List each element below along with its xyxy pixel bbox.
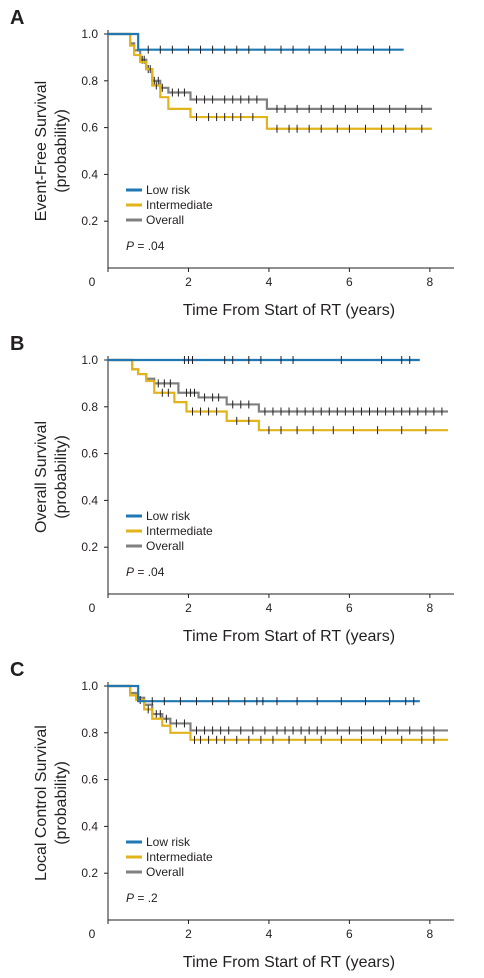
- p-value-symbol: P: [126, 565, 134, 579]
- x-tick-label: 8: [427, 601, 434, 615]
- panel-label: C: [10, 659, 24, 681]
- y-tick-label: 0.2: [81, 214, 98, 228]
- p-value: P = .04: [126, 565, 165, 579]
- x-tick-label: 4: [266, 275, 273, 289]
- x-tick-label: 6: [346, 927, 353, 941]
- panel-a: A 0.2 0.4 0.6 0.8 1.0 0 2 4 6 8 Time From Start of …: [10, 7, 454, 319]
- legend-label: Intermediate: [146, 198, 213, 212]
- p-value: P = .2: [126, 891, 158, 905]
- series-line-overall: [108, 32, 432, 110]
- p-value-symbol: P: [126, 239, 134, 253]
- series-line-intermediate: [108, 358, 448, 432]
- y-tick-label: 0.8: [81, 726, 98, 740]
- y-axis-title: Event-Free Survival: [33, 81, 50, 222]
- panel-c: C 0.2 0.4 0.6 0.8 1.0 0 2 4 6 8 Time From Start of …: [10, 659, 454, 971]
- x-tick-label: 8: [427, 275, 434, 289]
- x-axis-title: Time From Start of RT (years): [183, 628, 395, 645]
- y-tick-label: 1.0: [81, 679, 98, 693]
- y-tick-label: 0.6: [81, 447, 98, 461]
- y-tick-label: 0.4: [81, 167, 98, 181]
- series-line-intermediate: [108, 684, 448, 741]
- legend-label: Low risk: [146, 835, 191, 849]
- y-tick-label: 0.2: [81, 866, 98, 880]
- y-tick-label: 0.8: [81, 74, 98, 88]
- y-axis-subtitle: (probability): [53, 435, 70, 519]
- y-axis-subtitle: (probability): [53, 761, 70, 845]
- x-tick-label: 0: [89, 927, 96, 941]
- x-tick-label: 0: [89, 275, 96, 289]
- legend-label: Overall: [146, 865, 184, 879]
- x-tick-label: 6: [346, 275, 353, 289]
- legend-label: Low risk: [146, 509, 191, 523]
- x-axis-title: Time From Start of RT (years): [183, 954, 395, 971]
- panel-label: A: [10, 7, 24, 29]
- p-value-symbol: P: [126, 891, 134, 905]
- p-value-text: = .04: [134, 239, 165, 253]
- x-tick-label: 2: [185, 927, 192, 941]
- y-tick-label: 0.4: [81, 493, 98, 507]
- y-tick-label: 1.0: [81, 353, 98, 367]
- y-tick-label: 0.4: [81, 819, 98, 833]
- x-tick-label: 4: [266, 601, 273, 615]
- y-tick-label: 0.8: [81, 400, 98, 414]
- x-tick-label: 2: [185, 601, 192, 615]
- p-value-text: = .2: [134, 891, 158, 905]
- x-tick-label: 8: [427, 927, 434, 941]
- y-tick-label: 1.0: [81, 27, 98, 41]
- series-line-overall: [108, 358, 448, 413]
- y-axis-title: Local Control Survival: [33, 725, 50, 881]
- y-axis-title: Overall Survival: [33, 421, 50, 533]
- series-line-low-risk: [108, 684, 420, 703]
- panel-label: B: [10, 333, 24, 355]
- series-line-low-risk: [108, 32, 404, 51]
- p-value: P = .04: [126, 239, 165, 253]
- series-line-overall: [108, 684, 448, 732]
- y-tick-label: 0.6: [81, 773, 98, 787]
- x-axis-title: Time From Start of RT (years): [183, 302, 395, 319]
- p-value-text: = .04: [134, 565, 165, 579]
- legend-label: Intermediate: [146, 850, 213, 864]
- y-tick-label: 0.6: [81, 121, 98, 135]
- legend-label: Overall: [146, 213, 184, 227]
- y-axis-subtitle: (probability): [53, 109, 70, 193]
- x-tick-label: 6: [346, 601, 353, 615]
- x-tick-label: 0: [89, 601, 96, 615]
- series-line-intermediate: [108, 32, 432, 130]
- panel-b: B 0.2 0.4 0.6 0.8 1.0 0 2 4 6 8 Time From Start of …: [10, 333, 454, 645]
- legend-label: Intermediate: [146, 524, 213, 538]
- y-tick-label: 0.2: [81, 540, 98, 554]
- legend-label: Low risk: [146, 183, 191, 197]
- legend-label: Overall: [146, 539, 184, 553]
- x-tick-label: 2: [185, 275, 192, 289]
- x-tick-label: 4: [266, 927, 273, 941]
